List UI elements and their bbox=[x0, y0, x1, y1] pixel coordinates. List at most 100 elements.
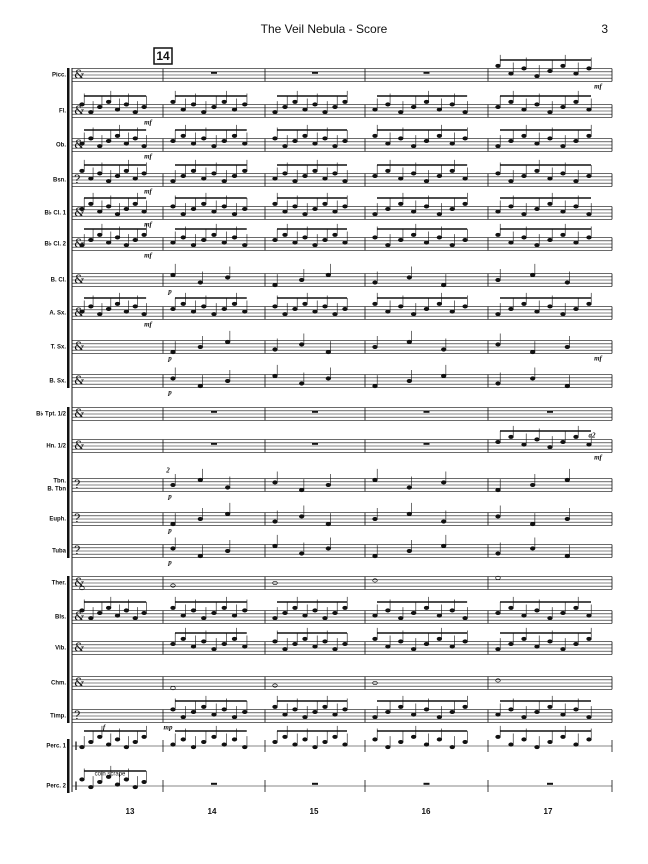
notehead bbox=[398, 237, 404, 243]
notehead bbox=[462, 176, 468, 181]
notehead bbox=[449, 709, 455, 715]
notehead bbox=[449, 206, 455, 212]
notehead bbox=[495, 277, 501, 283]
notehead bbox=[372, 235, 378, 240]
notehead bbox=[322, 704, 328, 709]
notehead bbox=[410, 171, 417, 176]
notehead bbox=[586, 133, 592, 138]
notehead bbox=[495, 171, 501, 176]
notehead bbox=[272, 616, 278, 621]
notehead bbox=[197, 384, 203, 389]
notehead bbox=[398, 639, 404, 644]
clef: & bbox=[74, 340, 85, 354]
notehead bbox=[521, 66, 527, 71]
notehead bbox=[221, 179, 227, 184]
notehead bbox=[221, 707, 227, 712]
notehead bbox=[462, 237, 468, 243]
notehead bbox=[560, 312, 566, 317]
notehead bbox=[534, 206, 540, 212]
notehead bbox=[180, 613, 186, 618]
notehead bbox=[508, 138, 514, 144]
notehead bbox=[372, 636, 378, 641]
notehead bbox=[564, 554, 570, 559]
notehead bbox=[322, 201, 328, 206]
instrument-label: Bls. bbox=[55, 615, 66, 621]
notehead bbox=[560, 144, 566, 149]
group-bracket bbox=[67, 576, 70, 723]
notehead bbox=[406, 548, 412, 554]
marking: mf bbox=[144, 252, 152, 260]
notehead bbox=[231, 212, 238, 217]
notehead bbox=[225, 511, 231, 516]
whole-rest bbox=[211, 442, 217, 445]
notehead bbox=[372, 280, 378, 285]
notehead bbox=[508, 707, 514, 712]
notehead bbox=[302, 133, 308, 138]
notehead bbox=[190, 141, 197, 146]
notehead bbox=[342, 204, 348, 209]
notehead bbox=[462, 639, 468, 644]
notehead bbox=[560, 171, 566, 176]
notehead bbox=[302, 173, 308, 179]
clef: ‖ bbox=[74, 781, 78, 790]
notehead bbox=[292, 742, 298, 747]
notehead bbox=[231, 173, 238, 179]
notehead bbox=[462, 704, 468, 709]
notehead bbox=[123, 608, 130, 613]
notehead bbox=[282, 734, 288, 739]
notehead bbox=[79, 141, 85, 146]
notehead bbox=[272, 304, 278, 309]
notehead bbox=[372, 133, 378, 138]
notehead bbox=[201, 616, 207, 621]
notehead bbox=[97, 171, 103, 176]
notehead bbox=[372, 737, 378, 742]
notehead bbox=[586, 66, 592, 71]
notehead bbox=[225, 485, 231, 490]
notehead bbox=[521, 737, 527, 742]
notehead bbox=[521, 173, 527, 179]
notehead bbox=[97, 312, 103, 317]
notehead bbox=[211, 104, 217, 110]
clef: ? bbox=[74, 478, 80, 492]
notehead bbox=[272, 136, 278, 141]
notehead bbox=[272, 543, 278, 548]
notehead bbox=[272, 580, 278, 586]
notehead bbox=[441, 480, 447, 485]
notehead bbox=[560, 712, 566, 717]
notehead bbox=[105, 306, 112, 312]
notehead bbox=[170, 522, 176, 527]
notehead bbox=[221, 138, 227, 144]
notehead bbox=[79, 608, 85, 613]
notehead bbox=[462, 110, 468, 115]
notehead bbox=[180, 737, 186, 742]
notehead bbox=[436, 173, 443, 179]
notehead bbox=[332, 647, 338, 652]
notehead bbox=[332, 144, 338, 149]
clef: & bbox=[74, 407, 85, 421]
notehead bbox=[170, 272, 176, 277]
notehead bbox=[462, 136, 468, 141]
marking: p bbox=[167, 355, 172, 363]
notehead bbox=[398, 704, 404, 709]
notehead bbox=[436, 715, 443, 720]
notehead bbox=[114, 173, 121, 179]
notehead bbox=[508, 99, 514, 104]
notehead bbox=[272, 639, 278, 644]
notehead bbox=[312, 141, 318, 146]
notehead bbox=[547, 68, 553, 74]
notehead bbox=[302, 212, 308, 217]
notehead bbox=[547, 445, 553, 450]
instrument-label: T. Sx. bbox=[51, 345, 67, 351]
whole-rest bbox=[211, 782, 217, 785]
notehead bbox=[114, 782, 121, 787]
marking: coin scrape bbox=[95, 772, 126, 778]
notehead bbox=[123, 243, 130, 248]
notehead bbox=[332, 171, 338, 176]
notehead bbox=[201, 201, 207, 206]
notehead bbox=[586, 107, 592, 112]
notehead bbox=[201, 304, 207, 309]
notehead bbox=[170, 306, 176, 312]
notehead bbox=[372, 212, 378, 217]
notehead bbox=[560, 232, 566, 237]
instrument-label: B. Cl. bbox=[51, 278, 67, 284]
